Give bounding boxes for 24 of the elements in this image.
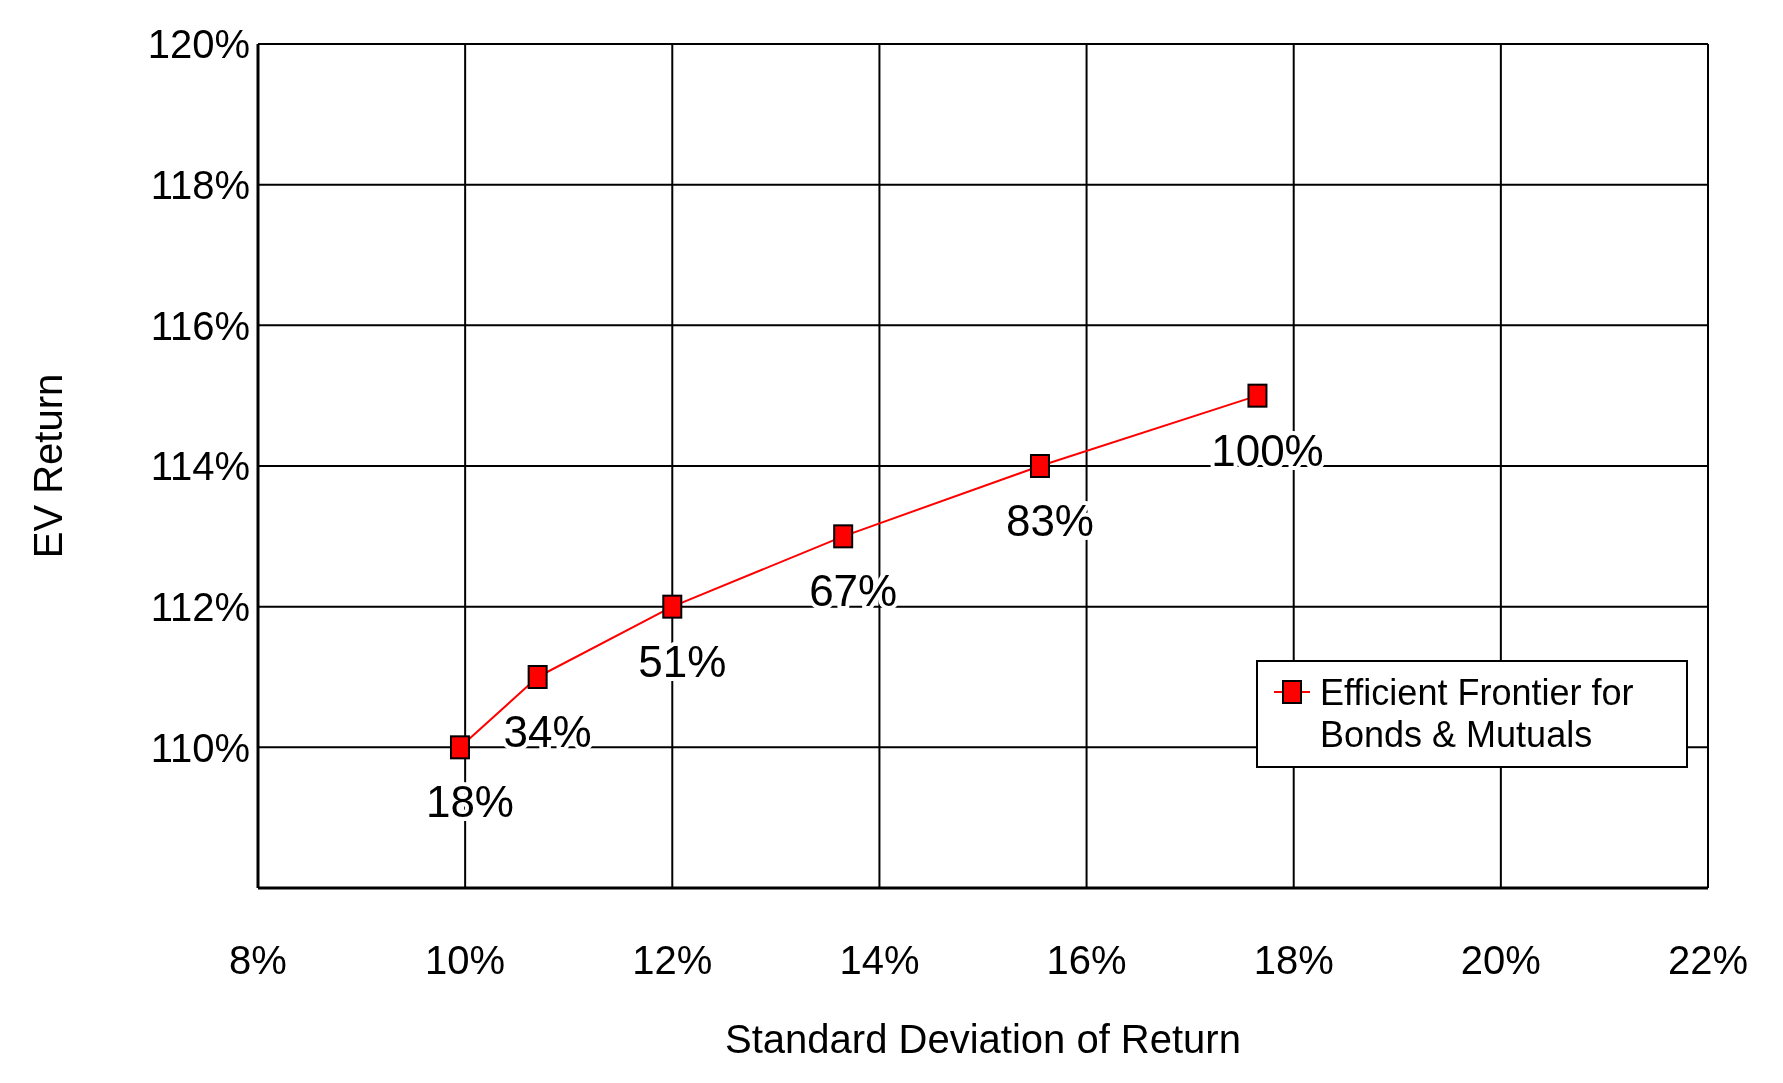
y-tick-label: 116% — [150, 303, 250, 348]
point — [662, 594, 683, 619]
x-tick-label: 16% — [1046, 938, 1127, 983]
y-tick-label: 114% — [150, 444, 250, 489]
x-tick-label: 22% — [1667, 938, 1749, 983]
annotation: 34% — [503, 707, 592, 756]
y-tick-label: 110% — [150, 725, 250, 770]
x-tick-label: 18% — [1253, 938, 1334, 983]
x-tick-label: 10% — [425, 938, 506, 983]
x-tick-label: 12% — [632, 938, 713, 983]
x-tick-label: 14% — [839, 938, 920, 983]
point — [449, 735, 470, 760]
x-tick-label: 8% — [229, 938, 287, 983]
legend-label: Efficient Frontier for Bonds & Mutuals — [1320, 672, 1635, 756]
y-tick-label: 112% — [150, 584, 250, 629]
point — [527, 665, 548, 689]
point — [833, 524, 854, 549]
point — [1247, 383, 1268, 408]
y-tick-label: 120% — [147, 22, 250, 67]
y-tick-label: 118% — [150, 162, 250, 207]
x-axis-title: Standard Deviation of Return — [725, 1017, 1241, 1061]
y-axis-title: EV Return — [26, 373, 71, 559]
x-tick-label: 20% — [1460, 938, 1541, 983]
point — [1029, 454, 1050, 478]
